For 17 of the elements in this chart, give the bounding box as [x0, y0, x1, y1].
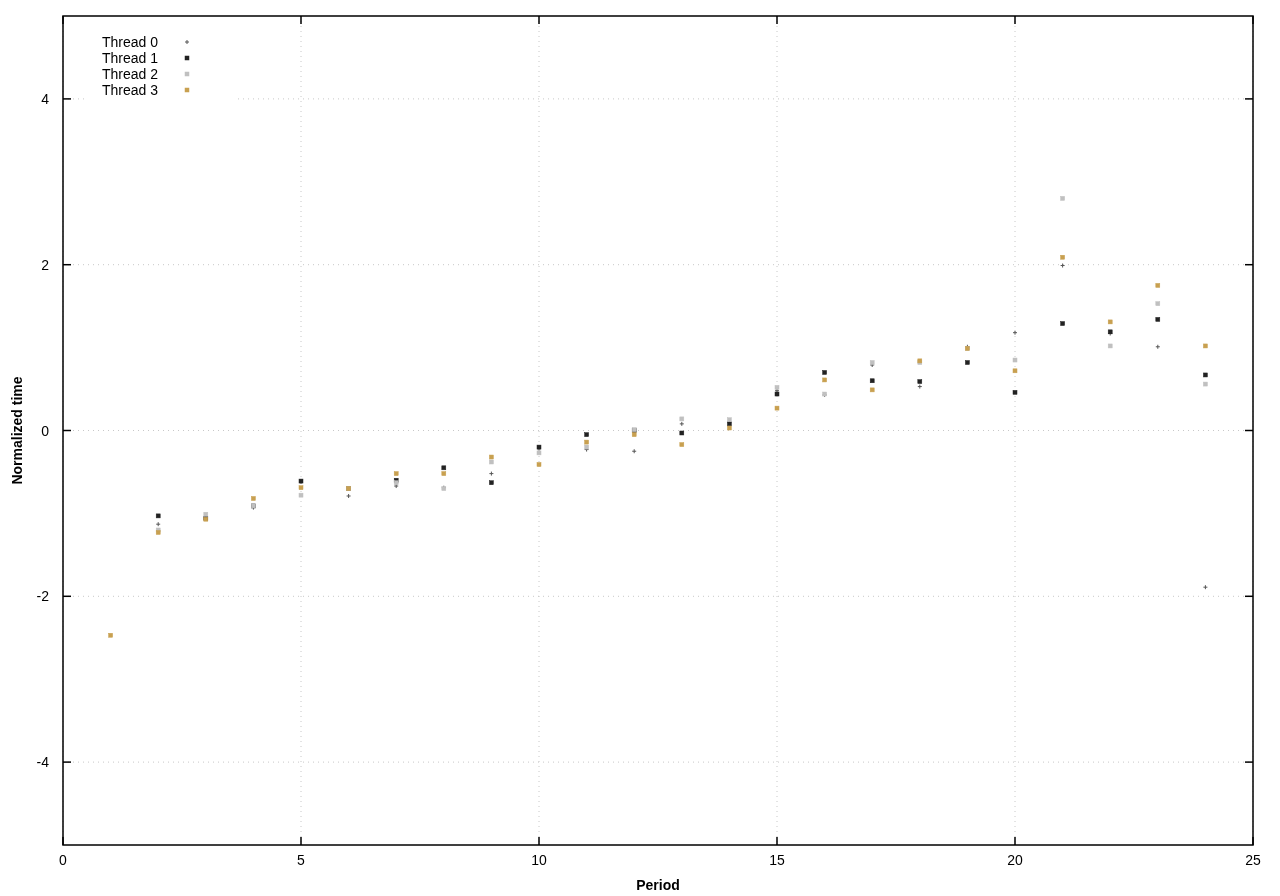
legend-label: Thread 3	[101, 82, 159, 98]
x-axis-title: Period	[636, 877, 680, 893]
x-tick-label: 0	[59, 852, 68, 868]
y-tick-label: 0	[41, 422, 50, 439]
y-tick-label: -2	[36, 588, 50, 605]
x-tick-label: 10	[531, 852, 547, 868]
legend-label: Thread 2	[101, 66, 159, 82]
y-tick-label: 2	[41, 256, 50, 273]
x-tick-label: 5	[297, 852, 306, 868]
y-tick-label: -4	[36, 754, 50, 771]
x-tick-label: 25	[1245, 852, 1261, 868]
y-tick-label: 4	[41, 90, 50, 107]
x-tick-label: 15	[769, 852, 785, 868]
legend-label: Thread 1	[101, 50, 159, 66]
legend-label: Thread 0	[101, 34, 159, 50]
y-axis-title: Normalized time	[9, 376, 25, 485]
x-tick-label: 20	[1007, 852, 1023, 868]
